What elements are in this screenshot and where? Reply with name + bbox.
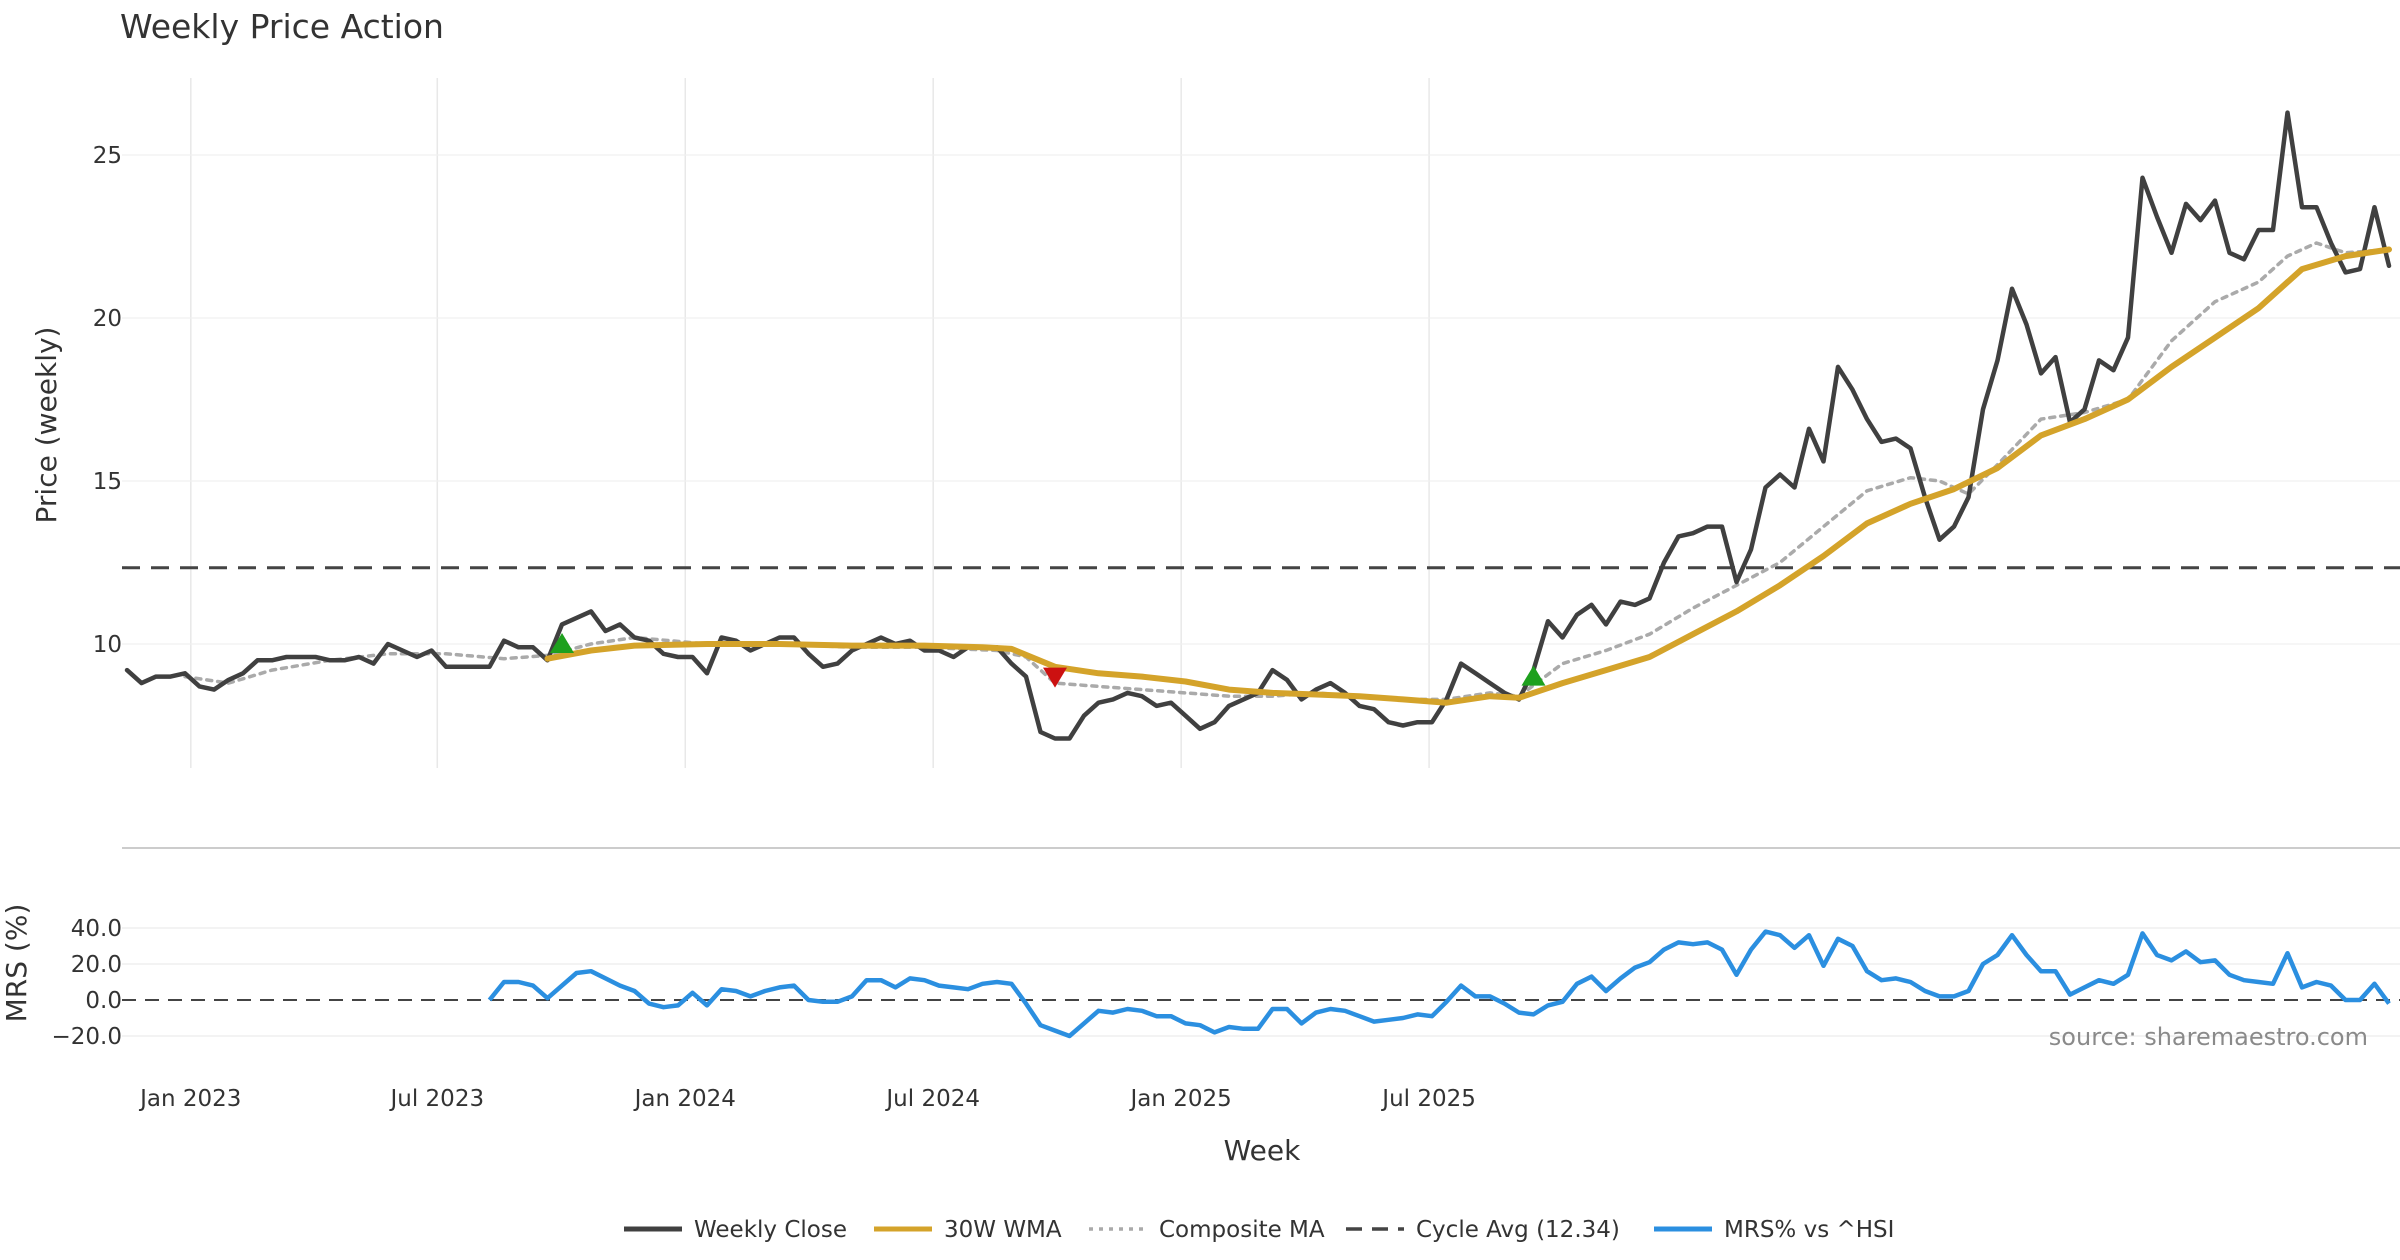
mrs-y-tick-label: 0.0 — [85, 988, 122, 1014]
series-line-composite-ma — [183, 241, 2391, 702]
price-y-ticks: 10 15 20 25 — [93, 143, 122, 658]
x-tick-label: Jul 2024 — [884, 1086, 980, 1112]
legend-label: Cycle Avg (12.34) — [1416, 1217, 1620, 1243]
legend-label: Weekly Close — [694, 1217, 847, 1243]
source-note: source: sharemaestro.com — [2049, 1023, 2368, 1051]
price-y-tick-label: 10 — [93, 632, 122, 658]
legend-label: 30W WMA — [944, 1217, 1062, 1243]
x-tick-label: Jan 2024 — [633, 1086, 736, 1112]
x-tick-label: Jul 2025 — [1380, 1086, 1476, 1112]
mrs-y-axis-label: MRS (%) — [0, 904, 33, 1023]
price-grid — [122, 78, 2400, 768]
x-tick-label: Jan 2025 — [1128, 1086, 1231, 1112]
mrs-y-tick-label: 20.0 — [71, 952, 122, 978]
series-line-30w-wma — [544, 246, 2392, 706]
buy-signal-marker — [1521, 665, 1546, 686]
x-ticks: Jan 2023 Jul 2023 Jan 2024 Jul 2024 Jan 2025… — [138, 1086, 1476, 1112]
signal-markers — [550, 633, 1546, 688]
x-tick-label: Jul 2023 — [388, 1086, 484, 1112]
mrs-y-tick-label: 40.0 — [71, 916, 122, 942]
price-y-tick-label: 25 — [93, 143, 122, 169]
price-y-tick-label: 15 — [93, 469, 122, 495]
price-y-tick-label: 20 — [93, 306, 122, 332]
chart-title: Weekly Price Action — [120, 7, 444, 46]
buy-signal-marker — [550, 633, 574, 653]
mrs-y-tick-label: −20.0 — [52, 1024, 122, 1050]
legend-label: MRS% vs ^HSI — [1724, 1217, 1894, 1243]
mrs-y-ticks: 40.0 20.0 0.0 −20.0 — [52, 916, 122, 1050]
price-y-axis-label: Price (weekly) — [30, 327, 63, 524]
mrs-grid — [122, 847, 2400, 1037]
series-line-mrs — [487, 929, 2391, 1039]
mrs-series-layer — [487, 929, 2391, 1039]
series-line-weekly-close — [124, 110, 2392, 741]
legend: Weekly Close 30W WMA Composite MA Cycle Avg… — [624, 1217, 1894, 1243]
x-axis-label: Week — [1224, 1134, 1301, 1167]
sell-signal-marker — [1043, 667, 1067, 688]
legend-label: Composite MA — [1159, 1217, 1325, 1243]
price-series-layer — [122, 110, 2400, 741]
x-tick-label: Jan 2023 — [138, 1086, 241, 1112]
